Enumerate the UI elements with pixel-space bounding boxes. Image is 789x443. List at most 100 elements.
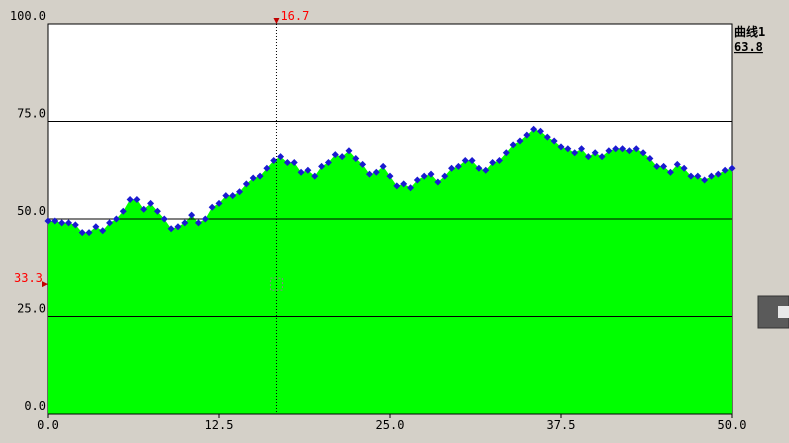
marker	[194, 219, 202, 227]
marker	[331, 151, 339, 159]
marker	[660, 162, 668, 170]
marker	[605, 147, 613, 155]
marker	[591, 149, 599, 157]
marker	[536, 127, 544, 135]
marker	[448, 164, 456, 172]
marker	[133, 196, 141, 203]
marker	[495, 157, 503, 164]
marker	[140, 205, 148, 213]
marker	[653, 162, 661, 170]
marker	[550, 137, 558, 145]
marker	[502, 149, 510, 157]
marker	[400, 180, 408, 188]
marker	[181, 219, 189, 227]
marker	[222, 192, 230, 200]
marker	[160, 215, 168, 223]
marker	[639, 149, 647, 157]
marker	[557, 143, 565, 151]
marker	[174, 223, 182, 231]
marker	[625, 147, 633, 155]
marker	[612, 145, 620, 153]
marker	[236, 188, 244, 196]
marker	[530, 125, 538, 133]
area	[48, 129, 732, 415]
marker	[78, 229, 86, 237]
x-tick-label: 37.5	[547, 418, 576, 432]
marker	[119, 207, 127, 215]
marker	[65, 219, 73, 227]
marker	[413, 176, 421, 184]
marker	[564, 145, 572, 153]
marker	[372, 168, 380, 176]
marker	[304, 166, 312, 174]
marker	[571, 149, 579, 157]
marker	[229, 192, 237, 200]
marker	[509, 141, 517, 149]
x-tick-label: 12.5	[205, 418, 234, 432]
marker	[71, 221, 79, 229]
marker	[270, 157, 278, 164]
y-tick-label: 25.0	[17, 302, 46, 316]
marker	[112, 215, 120, 223]
marker	[249, 174, 257, 182]
marker	[242, 180, 250, 188]
marker	[277, 153, 285, 161]
marker	[475, 164, 483, 172]
marker	[680, 164, 688, 172]
legend-value: 63.8	[734, 40, 763, 54]
marker	[352, 155, 360, 163]
marker	[673, 160, 681, 168]
marker	[489, 158, 497, 166]
marker	[318, 162, 326, 170]
x-tick-label: 0.0	[37, 418, 59, 432]
marker	[707, 172, 715, 180]
marker	[58, 219, 66, 227]
marker	[687, 172, 695, 180]
marker	[167, 225, 175, 233]
legend-name: 曲线1	[734, 24, 765, 39]
marker	[386, 172, 394, 180]
marker	[365, 170, 373, 178]
y-tick-label: 50.0	[17, 204, 46, 218]
marker	[126, 196, 134, 203]
marker	[51, 217, 59, 225]
y-tick-label: 75.0	[17, 107, 46, 121]
marker	[427, 170, 435, 178]
marker	[578, 145, 586, 153]
marker	[256, 172, 264, 180]
marker	[441, 172, 449, 180]
cursor-point	[269, 277, 283, 291]
cursor-x-marker	[273, 18, 280, 24]
marker	[516, 137, 524, 145]
marker	[701, 176, 709, 184]
marker	[468, 157, 476, 164]
marker	[721, 166, 729, 174]
marker	[153, 207, 161, 215]
marker	[598, 153, 606, 161]
marker	[92, 223, 100, 231]
marker	[461, 157, 469, 164]
marker	[728, 164, 736, 172]
marker	[324, 158, 332, 166]
marker	[147, 199, 155, 207]
marker	[646, 155, 654, 163]
marker	[297, 168, 305, 176]
marker	[99, 227, 107, 235]
y-tick-label: 0.0	[24, 399, 46, 413]
marker	[523, 131, 531, 139]
marker	[619, 145, 627, 153]
marker	[694, 172, 702, 180]
marker	[201, 215, 209, 223]
marker	[44, 217, 52, 225]
marker	[714, 170, 722, 178]
side-widget	[757, 295, 789, 329]
marker	[263, 164, 271, 172]
x-tick-label: 50.0	[718, 418, 747, 432]
marker	[106, 219, 114, 227]
marker	[311, 172, 319, 180]
marker	[290, 158, 298, 166]
marker	[632, 145, 640, 153]
cursor-y-label: 33.3	[14, 271, 43, 285]
marker	[215, 199, 223, 207]
x-tick-label: 25.0	[376, 418, 405, 432]
